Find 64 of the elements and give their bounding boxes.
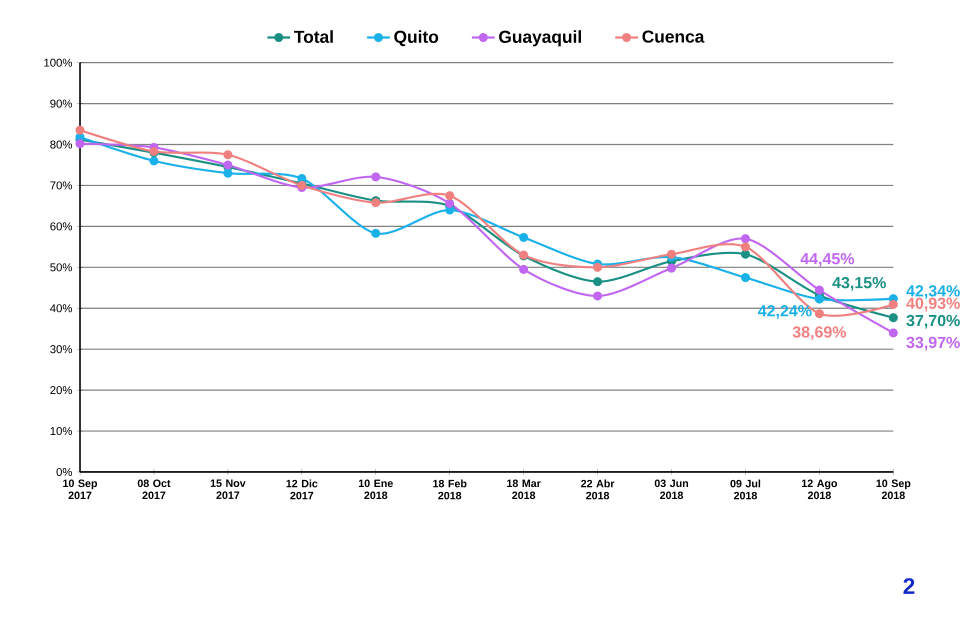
point bbox=[297, 174, 306, 184]
data-label: 38,69% bbox=[792, 326, 846, 340]
x-tick-label: 03 Jun 2018 bbox=[654, 480, 688, 500]
data-label: 44,45% bbox=[800, 253, 854, 267]
x-tick-label: 09 Jul 2018 bbox=[730, 480, 760, 500]
y-tick-label: 10% bbox=[50, 427, 72, 436]
x-tick-label: 08 Oct 2017 bbox=[138, 480, 170, 500]
point bbox=[740, 250, 750, 259]
point bbox=[740, 234, 750, 244]
x-tick-label: 12 Ago 2018 bbox=[802, 480, 838, 500]
point bbox=[740, 242, 750, 252]
point bbox=[666, 250, 676, 259]
x-tick-label: 22 Abr 2018 bbox=[581, 480, 614, 500]
x-tick-label: 12 Dic 2017 bbox=[286, 480, 318, 500]
x-tick-label: 18 Feb 2018 bbox=[433, 480, 466, 500]
point bbox=[593, 262, 602, 272]
point bbox=[445, 191, 454, 200]
y-tick-label: 80% bbox=[50, 140, 72, 149]
point bbox=[888, 300, 898, 309]
x-tick-label: 10 Sep 2017 bbox=[63, 480, 98, 500]
point bbox=[223, 168, 232, 178]
y-tick-label: 40% bbox=[50, 304, 72, 312]
y-tick-label: 60% bbox=[50, 222, 72, 230]
point bbox=[740, 273, 750, 282]
legend-label: Total bbox=[294, 30, 333, 43]
point bbox=[371, 228, 380, 238]
data-label: 33,97% bbox=[906, 336, 960, 350]
data-label: 42,34% bbox=[906, 285, 960, 299]
data-label: 40,93% bbox=[906, 298, 960, 312]
x-tick-label: 10 Sep 2018 bbox=[876, 480, 910, 500]
y-tick-label: 20% bbox=[50, 386, 72, 394]
legend-label: Cuenca bbox=[642, 30, 704, 43]
y-tick-label: 30% bbox=[50, 345, 72, 354]
point bbox=[593, 291, 602, 301]
text: 2 bbox=[903, 578, 914, 594]
point bbox=[888, 328, 898, 338]
point bbox=[223, 150, 232, 160]
x-tick-label: 10 Ene 2018 bbox=[358, 480, 393, 500]
data-label: 43,15% bbox=[832, 277, 886, 291]
point bbox=[445, 198, 454, 208]
data-label: 42,24% bbox=[758, 305, 812, 319]
y-tick-label: 50% bbox=[50, 263, 72, 272]
point bbox=[223, 160, 232, 170]
point bbox=[666, 264, 676, 273]
point bbox=[593, 277, 602, 286]
point bbox=[519, 264, 528, 274]
point bbox=[814, 294, 824, 304]
y-tick-label: 70% bbox=[50, 181, 72, 190]
point bbox=[75, 139, 85, 148]
y-tick-label: 100% bbox=[44, 58, 72, 67]
point bbox=[814, 309, 824, 318]
legend-label: Quito bbox=[394, 30, 438, 46]
legend-label: Guayaquil bbox=[499, 30, 581, 46]
point bbox=[149, 156, 158, 166]
x-tick-label: 15 Nov 2017 bbox=[210, 480, 246, 499]
point bbox=[371, 172, 380, 182]
point bbox=[814, 286, 824, 295]
y-tick-label: 0% bbox=[56, 468, 72, 476]
point bbox=[75, 126, 85, 135]
point bbox=[888, 313, 898, 322]
y-tick-label: 90% bbox=[50, 100, 72, 108]
x-tick-label: 18 Mar 2018 bbox=[507, 480, 541, 500]
data-label: 37,70% bbox=[906, 314, 960, 328]
point bbox=[519, 232, 528, 242]
